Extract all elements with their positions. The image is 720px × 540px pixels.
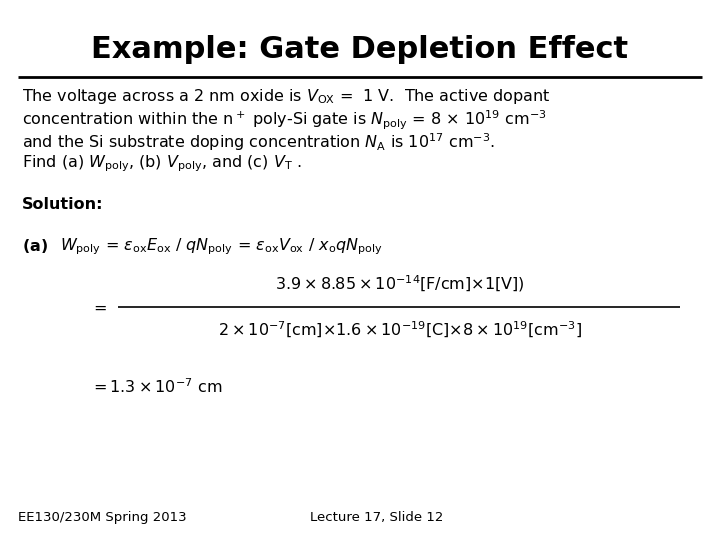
- Text: Find (a) $W_{\mathrm{poly}}$, (b) $V_{\mathrm{poly}}$, and (c) $V_{\mathrm{T}}$ : Find (a) $W_{\mathrm{poly}}$, (b) $V_{\m…: [22, 153, 302, 173]
- Text: and the Si substrate doping concentration $N_{\mathrm{A}}$ is 10$^{17}$ cm$^{-3}: and the Si substrate doping concentratio…: [22, 131, 495, 153]
- Text: The voltage across a 2 nm oxide is $V_{\mathrm{OX}}$ =  1 V.  The active dopant: The voltage across a 2 nm oxide is $V_{\…: [22, 87, 551, 106]
- Text: $=1.3\times10^{-7}$ cm: $=1.3\times10^{-7}$ cm: [90, 377, 222, 396]
- Text: $=$: $=$: [90, 300, 107, 314]
- Text: concentration within the n$^+$ poly-Si gate is $N_{\mathrm{poly}}$ = 8 $\times$ : concentration within the n$^+$ poly-Si g…: [22, 109, 546, 132]
- Text: $W_{\mathrm{poly}}$ = $\varepsilon_{\mathrm{ox}}E_{\mathrm{ox}}$ / $qN_{\mathrm{: $W_{\mathrm{poly}}$ = $\varepsilon_{\mat…: [60, 237, 383, 257]
- Text: Example: Gate Depletion Effect: Example: Gate Depletion Effect: [91, 35, 629, 64]
- Text: $\mathbf{(a)}$: $\mathbf{(a)}$: [22, 237, 48, 254]
- Text: $2\times10^{-7}$[cm]$\times1.6\times10^{-19}$[C]$\times8\times10^{19}$[cm$^{-3}$: $2\times10^{-7}$[cm]$\times1.6\times10^{…: [218, 320, 582, 340]
- Text: $3.9\times8.85\times10^{-14}$[F/cm]$\times$1[V]): $3.9\times8.85\times10^{-14}$[F/cm]$\tim…: [275, 273, 525, 294]
- Text: Lecture 17, Slide 12: Lecture 17, Slide 12: [310, 511, 444, 524]
- Text: EE130/230M Spring 2013: EE130/230M Spring 2013: [18, 511, 186, 524]
- Text: Solution:: Solution:: [22, 197, 104, 212]
